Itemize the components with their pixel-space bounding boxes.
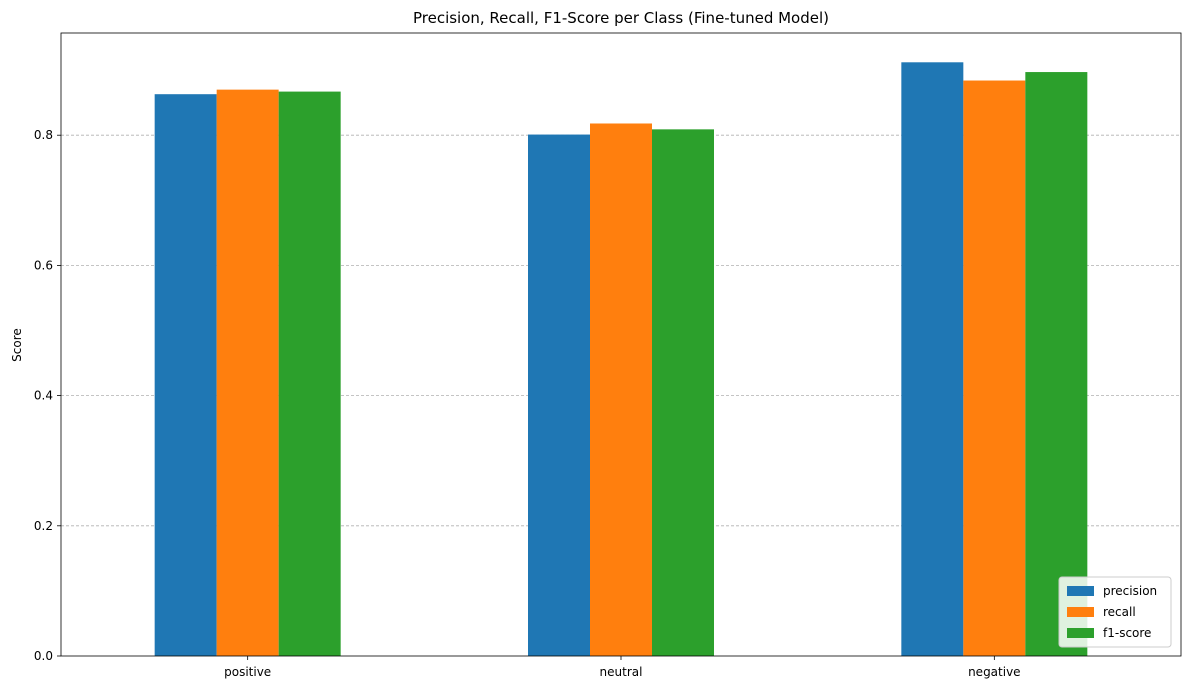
legend-label-f1-score: f1-score [1103, 626, 1151, 640]
legend-label-precision: precision [1103, 584, 1157, 598]
legend-label-recall: recall [1103, 605, 1136, 619]
legend-swatch-recall [1067, 607, 1094, 617]
plot-frame [60, 32, 1182, 657]
axes: 0.0 0.2 0.4 0.6 0.8 positive neutral negative [34, 32, 1182, 679]
bars [154, 62, 1088, 657]
y-axis-label: Score [10, 328, 24, 362]
bar-recall-negative [963, 80, 1026, 657]
bar-precision-positive [154, 94, 217, 657]
bar-f1-score-positive [278, 91, 341, 656]
legend-swatch-precision [1067, 586, 1094, 596]
y-tick-label: 0.4 [34, 389, 53, 403]
chart-title: Precision, Recall, F1-Score per Class (F… [413, 9, 829, 27]
y-tick-label: 0.8 [34, 128, 53, 142]
bar-precision-negative [901, 62, 964, 656]
legend: precision recall f1-score [1058, 576, 1172, 648]
bar-precision-neutral [528, 134, 590, 656]
bar-f1-score-negative [1025, 72, 1088, 656]
y-tick-label: 0.6 [34, 258, 53, 272]
bar-recall-positive [216, 89, 279, 657]
x-tick-label: neutral [600, 665, 643, 679]
y-tick-label: 0.2 [34, 519, 53, 533]
x-tick-label: positive [224, 665, 271, 679]
bar-recall-neutral [590, 123, 652, 657]
y-tick-label: 0.0 [34, 649, 53, 663]
bar-f1-score-neutral [652, 129, 714, 656]
x-tick-label: negative [968, 665, 1020, 679]
legend-swatch-f1-score [1067, 628, 1094, 638]
